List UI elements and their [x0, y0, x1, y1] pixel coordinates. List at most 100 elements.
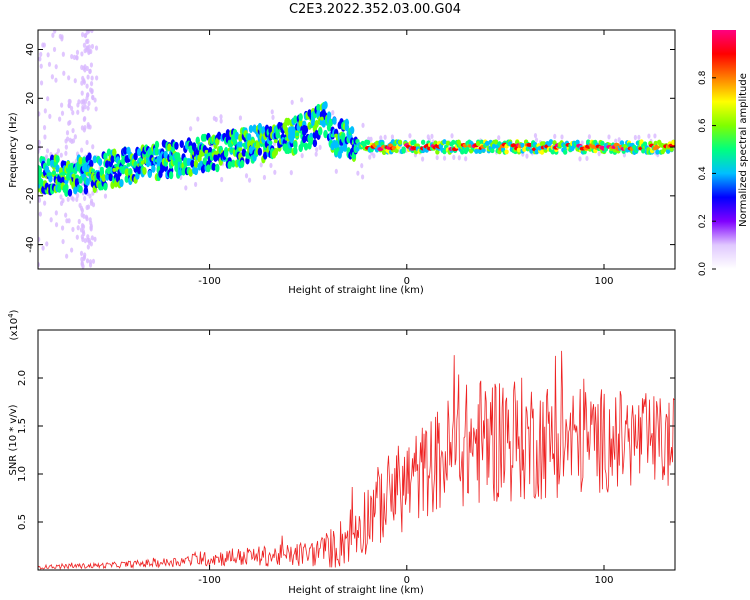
snr-x-tick-label: 100 [594, 575, 613, 586]
spectrogram-cell [248, 146, 254, 155]
spectrogram-cell [77, 218, 81, 225]
spectrogram-cell [39, 178, 44, 187]
spectrogram-cell [38, 111, 41, 117]
spectrogram-cell [38, 145, 42, 151]
spectrogram-cell [79, 227, 84, 233]
spectrogram-cell [585, 155, 589, 162]
snr-y-tick-label: 2.0 [17, 370, 28, 386]
spectrogram-cell [54, 77, 58, 83]
spectrogram-cell [72, 54, 76, 60]
spectrogram-cell [184, 185, 188, 191]
spectrogram-cell [91, 258, 96, 264]
spectrogram-cell [309, 136, 314, 145]
spectrogram-cell [247, 133, 252, 142]
spectrogram-marks [38, 30, 675, 269]
spectrogram-cell [66, 196, 70, 202]
spectrogram-cell [56, 148, 61, 154]
spectrogram-cell [103, 193, 108, 199]
spectrogram-cell [61, 238, 65, 245]
spectrogram-cell [271, 114, 275, 120]
spectrogram-peak [510, 143, 517, 148]
page-title: C2E3.2022.352.03.00.G04 [288, 2, 462, 17]
spectrogram-cell [101, 174, 106, 183]
spectrogram-cell [89, 241, 93, 247]
spectrogram-cell [60, 110, 65, 116]
spectrogram-cell [202, 157, 208, 166]
spectrogram-cell [168, 171, 174, 180]
spectrogram-cell [46, 158, 51, 167]
spectrogram-cell [83, 195, 87, 202]
spectrogram-cell [73, 134, 77, 140]
spectrogram-cell [196, 116, 200, 122]
spectrogram-cell [83, 115, 87, 122]
spectrogram-cell [560, 134, 564, 140]
spectrogram-cell [62, 70, 66, 76]
spectrogram-cell [83, 252, 87, 258]
spectrogram-cell [69, 105, 74, 111]
spectrogram-cell [445, 140, 451, 146]
spectrogram-cell [64, 212, 68, 218]
spectrogram-cell [241, 148, 247, 157]
spectrogram-cell [550, 149, 555, 155]
spectrogram-cell [46, 52, 50, 58]
spectrogram-cell [43, 134, 47, 140]
spectrogram-cell [48, 174, 53, 183]
spectrogram-cell [85, 258, 90, 264]
spectrogram-cell [269, 162, 273, 169]
spectrogram-cell [80, 261, 84, 267]
spectrogram-cell [293, 140, 298, 149]
spectrogram-cell [45, 148, 50, 154]
snr-y-multiplier: (x104) [7, 309, 20, 340]
spectrogram-cell [442, 139, 447, 145]
spectrogram-cell [93, 236, 97, 242]
snr-series-line [38, 350, 675, 570]
spectrogram-cell [261, 126, 266, 135]
spectrogram-cell [83, 99, 88, 105]
spectrogram-peak [319, 116, 324, 121]
spectrogram-cell [154, 147, 160, 156]
spectrogram-cell [80, 125, 84, 131]
spectrogram-cell [60, 36, 64, 42]
spectrogram-cell [516, 147, 522, 153]
spectrogram-cell [87, 100, 91, 106]
spectrogram-cell [91, 202, 96, 208]
spectrogram-cell [259, 162, 263, 168]
spectrogram-cell [465, 146, 470, 152]
spectrogram-cell [562, 149, 568, 155]
spectrogram-peak [99, 166, 104, 171]
spectrogram-cell [232, 138, 238, 147]
spectrogram-cell [314, 119, 319, 128]
spectrogram-cell [186, 158, 192, 167]
spectrogram-x-ticks: -100 0 100 [198, 30, 614, 287]
spectrogram-cell [75, 54, 79, 61]
spectrogram-cell [89, 198, 94, 204]
spectrogram-cell [94, 45, 99, 51]
spectrogram-cell [90, 89, 94, 95]
spectrogram-cell [38, 165, 42, 174]
spectrogram-cell [484, 140, 490, 146]
spectrogram-cell [91, 144, 95, 150]
spectrogram-cell [61, 51, 65, 57]
spectrogram-cell [390, 134, 395, 140]
spectrogram-cell [151, 164, 156, 173]
spectrogram-cell [442, 149, 447, 155]
snr-plot-area [38, 330, 675, 570]
snr-y-tick-label: 0.5 [17, 514, 28, 530]
spectrogram-cell [290, 99, 294, 105]
spectrogram-cell [248, 124, 254, 133]
spectrogram-cell [97, 158, 103, 167]
spectrogram-cell [316, 109, 321, 118]
spectrogram-cell [365, 139, 371, 146]
colorbar-tick-label: 0.6 [698, 118, 708, 133]
spectrogram-cell [90, 75, 94, 81]
spectrogram-cell [67, 188, 73, 197]
spectrogram-cell [490, 147, 495, 154]
spectrogram-cell [71, 127, 75, 134]
spectrogram-cell [289, 170, 293, 176]
spectrogram-cell [334, 168, 338, 174]
spectrogram-cell [381, 149, 387, 155]
spectrogram-cell [86, 74, 90, 80]
spectrogram-cell [193, 167, 199, 176]
spectrogram-cell [303, 125, 309, 134]
spectrogram-cell [54, 64, 58, 70]
